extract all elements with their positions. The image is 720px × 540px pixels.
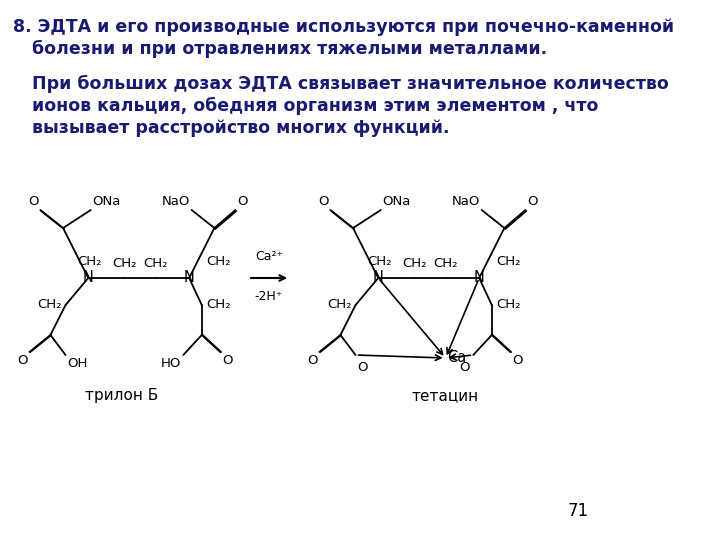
Text: N: N <box>474 271 485 286</box>
Text: O: O <box>357 361 368 374</box>
Text: Ca²⁺: Ca²⁺ <box>255 250 283 263</box>
Text: O: O <box>222 354 233 367</box>
Text: N: N <box>184 271 194 286</box>
Text: O: O <box>237 195 248 208</box>
Text: трилон Б: трилон Б <box>85 388 158 403</box>
Text: CH₂: CH₂ <box>367 255 392 268</box>
Text: ионов кальция, обедняя организм этим элементом , что: ионов кальция, обедняя организм этим эле… <box>32 97 598 115</box>
Text: CH₂: CH₂ <box>496 255 521 268</box>
Text: CH₂: CH₂ <box>37 299 61 312</box>
Text: HO: HO <box>161 357 181 370</box>
Text: CH₂: CH₂ <box>143 257 168 270</box>
Text: NaO: NaO <box>161 195 190 208</box>
Text: O: O <box>459 361 470 374</box>
Text: CH₂: CH₂ <box>433 257 458 270</box>
Text: Ca: Ca <box>447 350 467 366</box>
Text: CH₂: CH₂ <box>402 257 427 270</box>
Text: CH₂: CH₂ <box>112 257 137 270</box>
Text: O: O <box>17 354 28 367</box>
Text: CH₂: CH₂ <box>327 299 351 312</box>
Text: N: N <box>83 271 94 286</box>
Text: N: N <box>373 271 384 286</box>
Text: O: O <box>28 195 39 208</box>
Text: O: O <box>307 354 318 367</box>
Text: O: O <box>527 195 538 208</box>
Text: При больших дозах ЭДТА связывает значительное количество: При больших дозах ЭДТА связывает значите… <box>32 75 669 93</box>
Text: NaO: NaO <box>451 195 480 208</box>
Text: OH: OH <box>67 357 88 370</box>
Text: болезни и при отравлениях тяжелыми металлами.: болезни и при отравлениях тяжелыми метал… <box>32 40 547 58</box>
Text: 8. ЭДТА и его производные используются при почечно-каменной: 8. ЭДТА и его производные используются п… <box>13 18 674 36</box>
Text: ONa: ONa <box>92 195 121 208</box>
Text: O: O <box>318 195 329 208</box>
Text: тетацин: тетацин <box>412 388 479 403</box>
Text: -2H⁺: -2H⁺ <box>255 290 283 303</box>
Text: CH₂: CH₂ <box>206 299 230 312</box>
Text: вызывает расстройство многих функций.: вызывает расстройство многих функций. <box>32 119 449 137</box>
Text: ONa: ONa <box>382 195 411 208</box>
Text: O: O <box>512 354 523 367</box>
Text: CH₂: CH₂ <box>77 255 102 268</box>
Text: 71: 71 <box>567 502 588 520</box>
Text: CH₂: CH₂ <box>496 299 521 312</box>
Text: CH₂: CH₂ <box>206 255 230 268</box>
